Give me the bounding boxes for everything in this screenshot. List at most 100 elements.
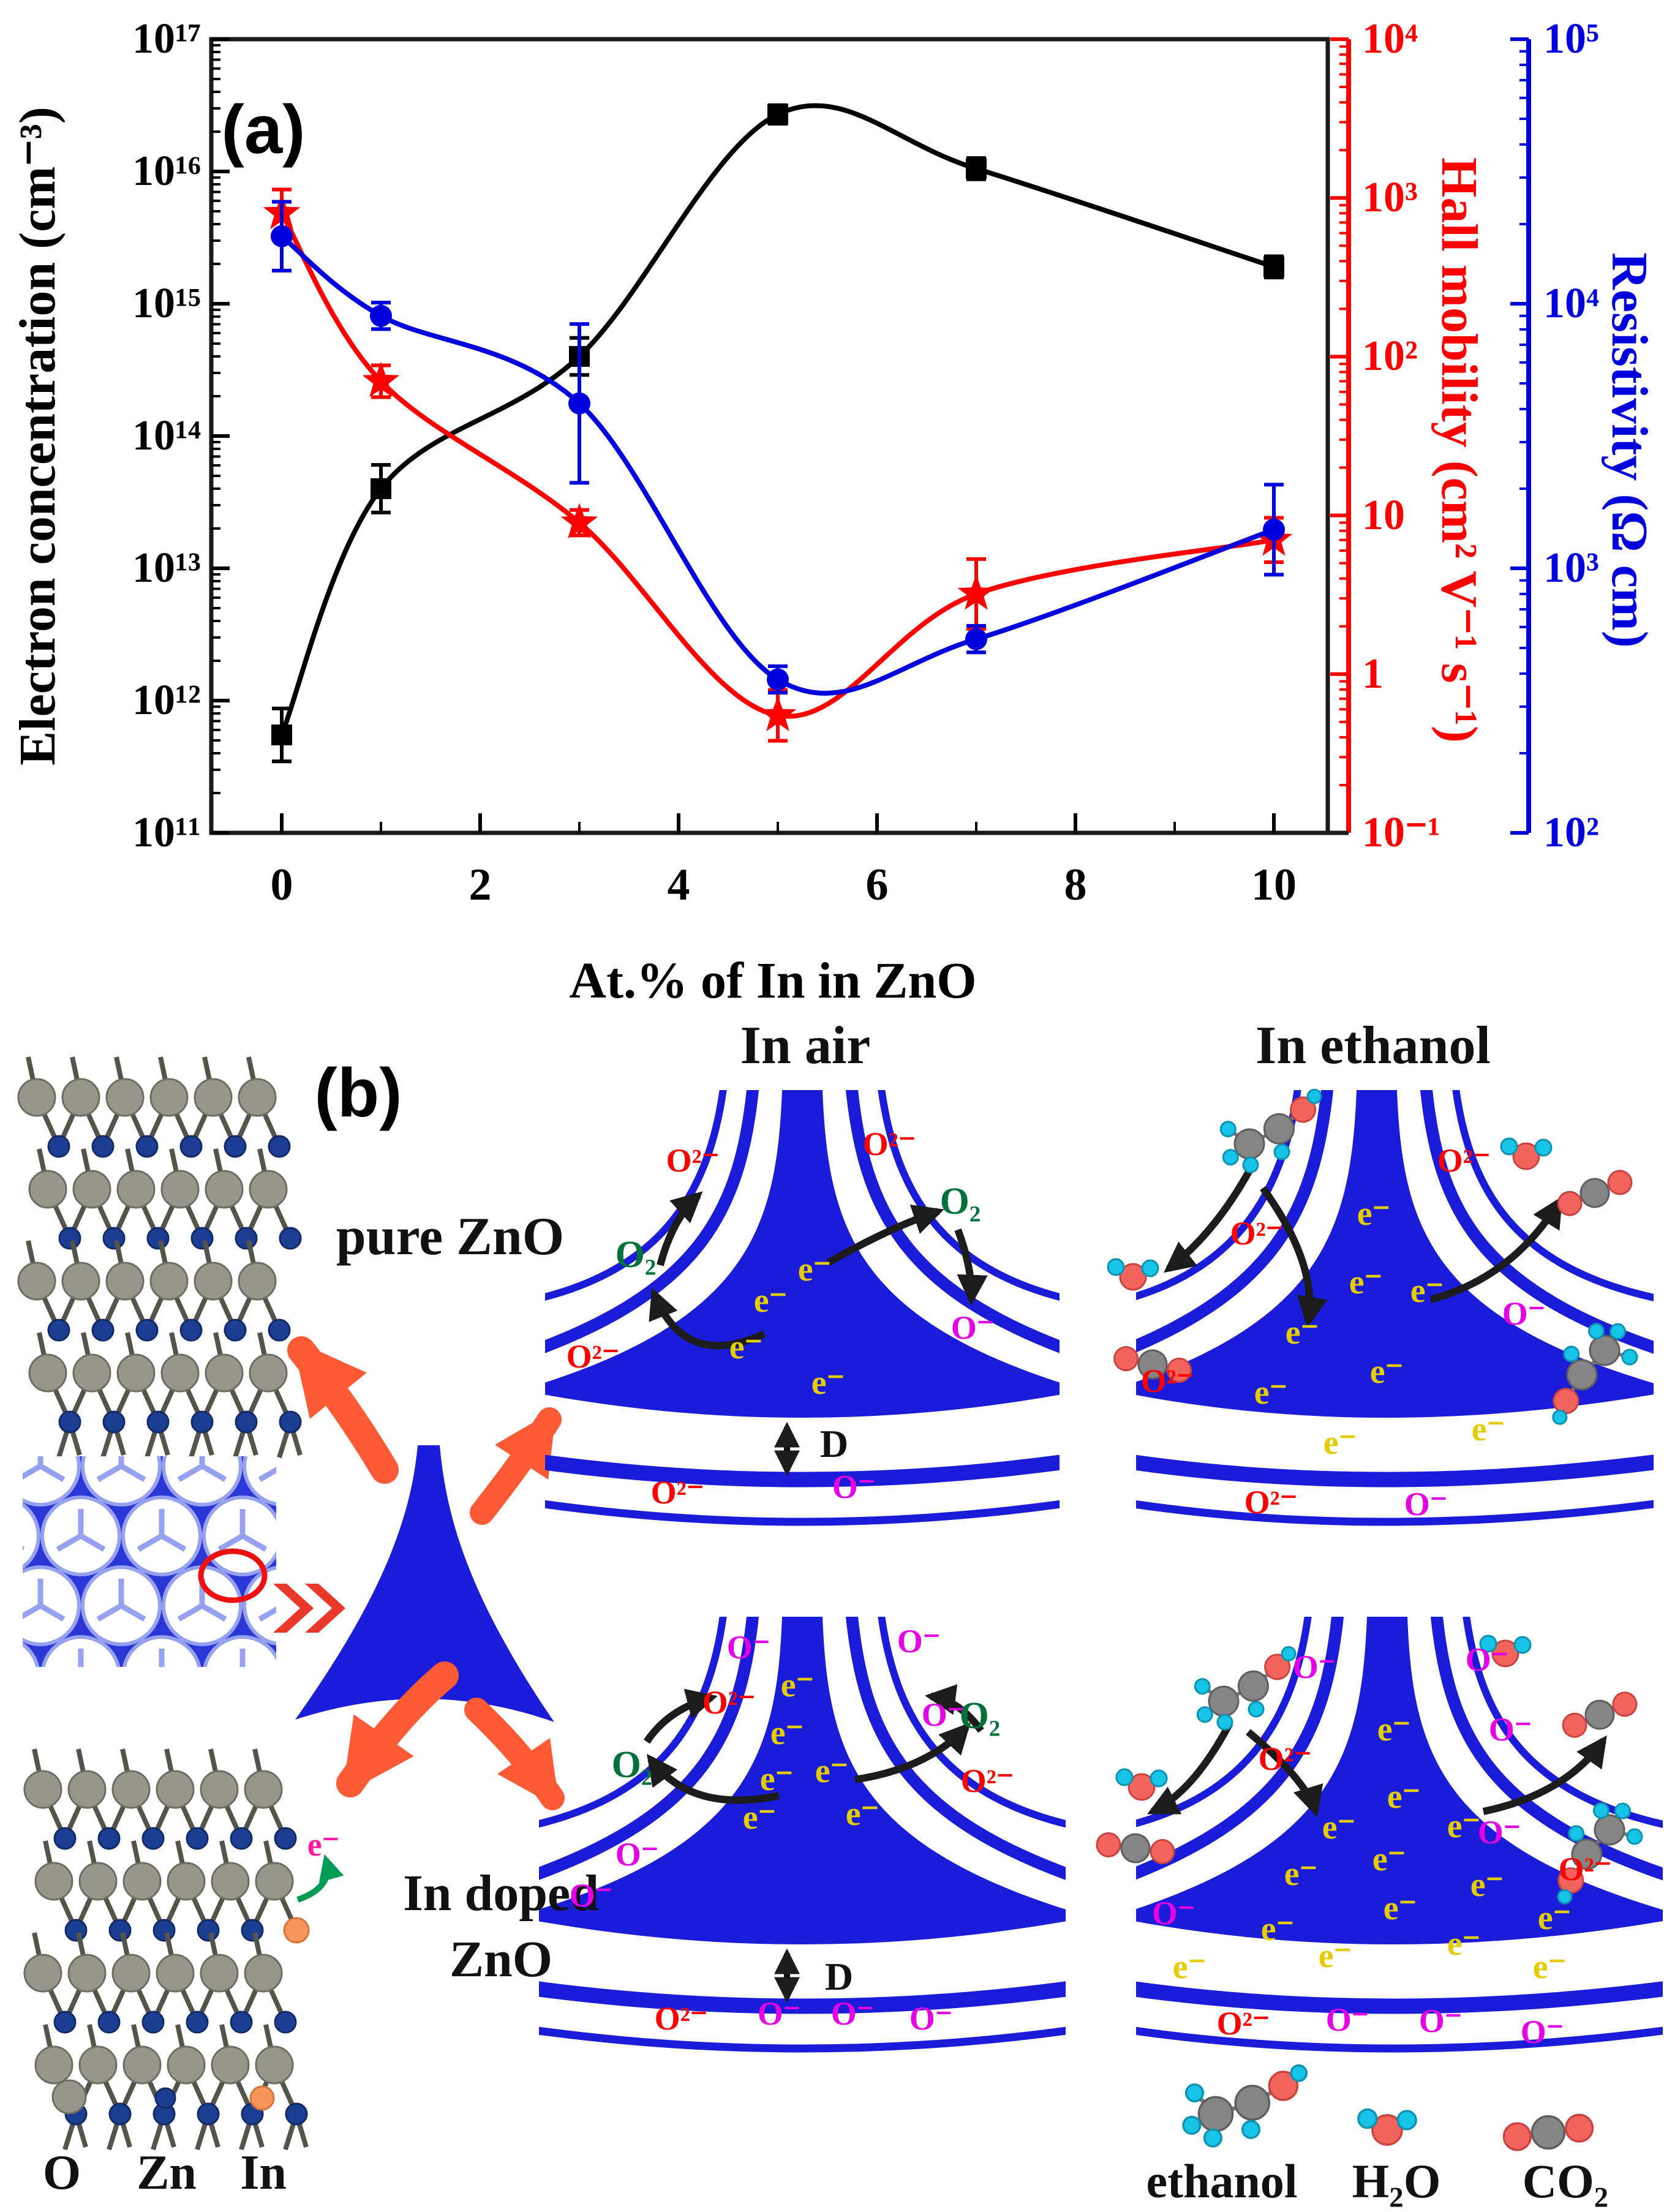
label-electron: e⁻ [1447,1925,1481,1963]
label-electron: e⁻ [1323,1424,1357,1462]
label-electron: e⁻ [1254,1374,1288,1412]
label-electron: e⁻ [1387,1778,1421,1816]
label-oxygen_minus: O⁻ [951,1309,995,1346]
label-oxygen_2minus: O²⁻ [1258,1740,1312,1777]
x-axis-tick-label: 10 [1251,860,1297,910]
electron-transfer-arrow [1164,1167,1254,1273]
label-electron: e⁻ [307,1826,340,1863]
label-electron: e⁻ [1383,1889,1417,1927]
label-oxygen_2minus: O²⁻ [666,1142,720,1179]
label-oxygen_2minus: O²⁻ [862,1126,916,1162]
ethanol-molecule [1219,1088,1322,1173]
ethanol-molecule [1557,1802,1643,1905]
label-electron: e⁻ [729,1328,763,1366]
legend-Zn-atom [154,2087,176,2109]
grain-diagram-pure-air [545,1090,1060,1526]
label-depletion: D [819,1422,849,1465]
label-oxygen_minus: O⁻ [921,1696,965,1733]
label-electron: e⁻ [1284,1855,1318,1893]
left-axis-tick-label: 10¹¹ [132,809,201,856]
hall-mobility-tick-label: 1 [1362,650,1384,698]
in-doped-label-line1: In doped [403,1865,599,1922]
porous-network-image [23,1456,276,1667]
h2o-molecule [1500,1137,1553,1170]
label-electron: e⁻ [797,1251,832,1288]
label-electron: e⁻ [1322,1808,1356,1846]
label-oxygen_minus: O⁻ [1520,2014,1564,2050]
electron-transfer-arrow [854,1722,971,1783]
label-oxygen_minus: O⁻ [1151,1895,1195,1932]
ethanol-molecule [1552,1323,1638,1425]
label-electron: e⁻ [1470,1866,1504,1904]
molecule-legend-ethanol: ethanol [1146,2154,1298,2208]
label-electron: e⁻ [815,1752,849,1790]
label-electron: e⁻ [770,1714,804,1752]
left-axis-tick-label: 10¹² [132,677,201,724]
x-axis-tick-label: 0 [270,860,293,910]
label-oxygen_2minus: O²⁻ [702,1684,756,1721]
label-electron: e⁻ [1172,1948,1207,1986]
label-oxygen_minus: O⁻ [909,2000,953,2037]
molecule-legend-h2o: H₂O [1352,2154,1441,2208]
label-oxygen_minus: O⁻ [569,1877,613,1914]
label-oxygen_minus: O⁻ [1404,1486,1448,1522]
label-depletion: D [824,1955,854,1998]
grain-diagram-doped-air [539,1617,1066,2053]
label-electron: e⁻ [742,1799,777,1837]
electron-transfer-arrow [1246,1729,1323,1818]
electron-transfer-arrow [1260,1186,1328,1328]
label-electron: e⁻ [1260,1910,1295,1948]
label-oxygen_gas: O₂ [611,1744,653,1786]
label-oxygen_minus: O⁻ [1488,1711,1532,1748]
ethanol-molecule [1182,2064,1308,2148]
hall-mobility-tick-label: 10² [1362,333,1418,380]
chevron-arrow-icon [305,1584,345,1633]
label-oxygen_2minus: O²⁻ [1558,1851,1612,1887]
label-oxygen_minus: O⁻ [757,1995,801,2032]
atom-legend-Zn: Zn [137,2146,197,2200]
electron-transfer-arrow [954,1228,988,1306]
column-title-in-air: In air [740,1016,871,1075]
electron-transfer-arrow [647,1753,780,1804]
electron-transfer-arrow [649,1287,766,1350]
x-axis-tick-label: 2 [469,860,492,910]
h2o-molecule [1357,2108,1417,2146]
label-oxygen_2minus: O²⁻ [1140,1363,1194,1399]
morphology-arrow [336,1661,459,1797]
resistivity-tick-label: 10⁵ [1543,15,1599,62]
label-oxygen_2minus: O²⁻ [654,2000,708,2037]
hall-mobility-tick-label: 10³ [1362,174,1418,222]
label-oxygen_2minus: O²⁻ [1437,1142,1491,1179]
co2-molecule [1502,2113,1594,2151]
chevron-arrow-icon [273,1584,314,1633]
label-electron: e⁻ [811,1364,845,1402]
label-oxygen_2minus: O²⁻ [960,1762,1014,1799]
left-axis-tick-label: 10¹³ [132,544,201,592]
label-electron: e⁻ [780,1666,815,1704]
co2-molecule [1557,1170,1633,1216]
label-electron: e⁻ [1410,1272,1444,1310]
h2o-molecule [1479,1635,1532,1668]
resistivity-tick-label: 10² [1543,809,1599,856]
hall-mobility-tick-label: 10⁴ [1362,15,1418,62]
label-oxygen_minus: O⁻ [830,1995,875,2032]
label-oxygen_2minus: O²⁻ [566,1338,620,1375]
label-oxygen_2minus: O²⁻ [1244,1484,1298,1521]
co2-molecule [1113,1346,1192,1383]
morphology-arrow [470,1407,562,1525]
electron-transfer-arrow [925,1684,984,1733]
label-oxygen_minus: O⁻ [1502,1295,1546,1332]
morphology-arrow [464,1698,565,1810]
defect-highlight-circle [198,1548,268,1603]
electron-transfer-arrow [644,1688,718,1744]
grain-diagram-pure-ethanol [1136,1090,1654,1526]
label-oxygen_minus: O⁻ [1292,1649,1336,1685]
label-oxygen_2minus: O²⁻ [1216,2005,1270,2042]
label-electron: e⁻ [1532,1948,1567,1986]
label-electron: e⁻ [1357,1195,1391,1233]
series-circle [271,200,1285,696]
label-oxygen_minus: O⁻ [1465,1641,1509,1678]
label-oxygen_minus: O⁻ [1477,1814,1521,1851]
x-axis-tick-label: 8 [1064,860,1087,910]
label-oxygen_gas: O₂ [615,1234,657,1276]
